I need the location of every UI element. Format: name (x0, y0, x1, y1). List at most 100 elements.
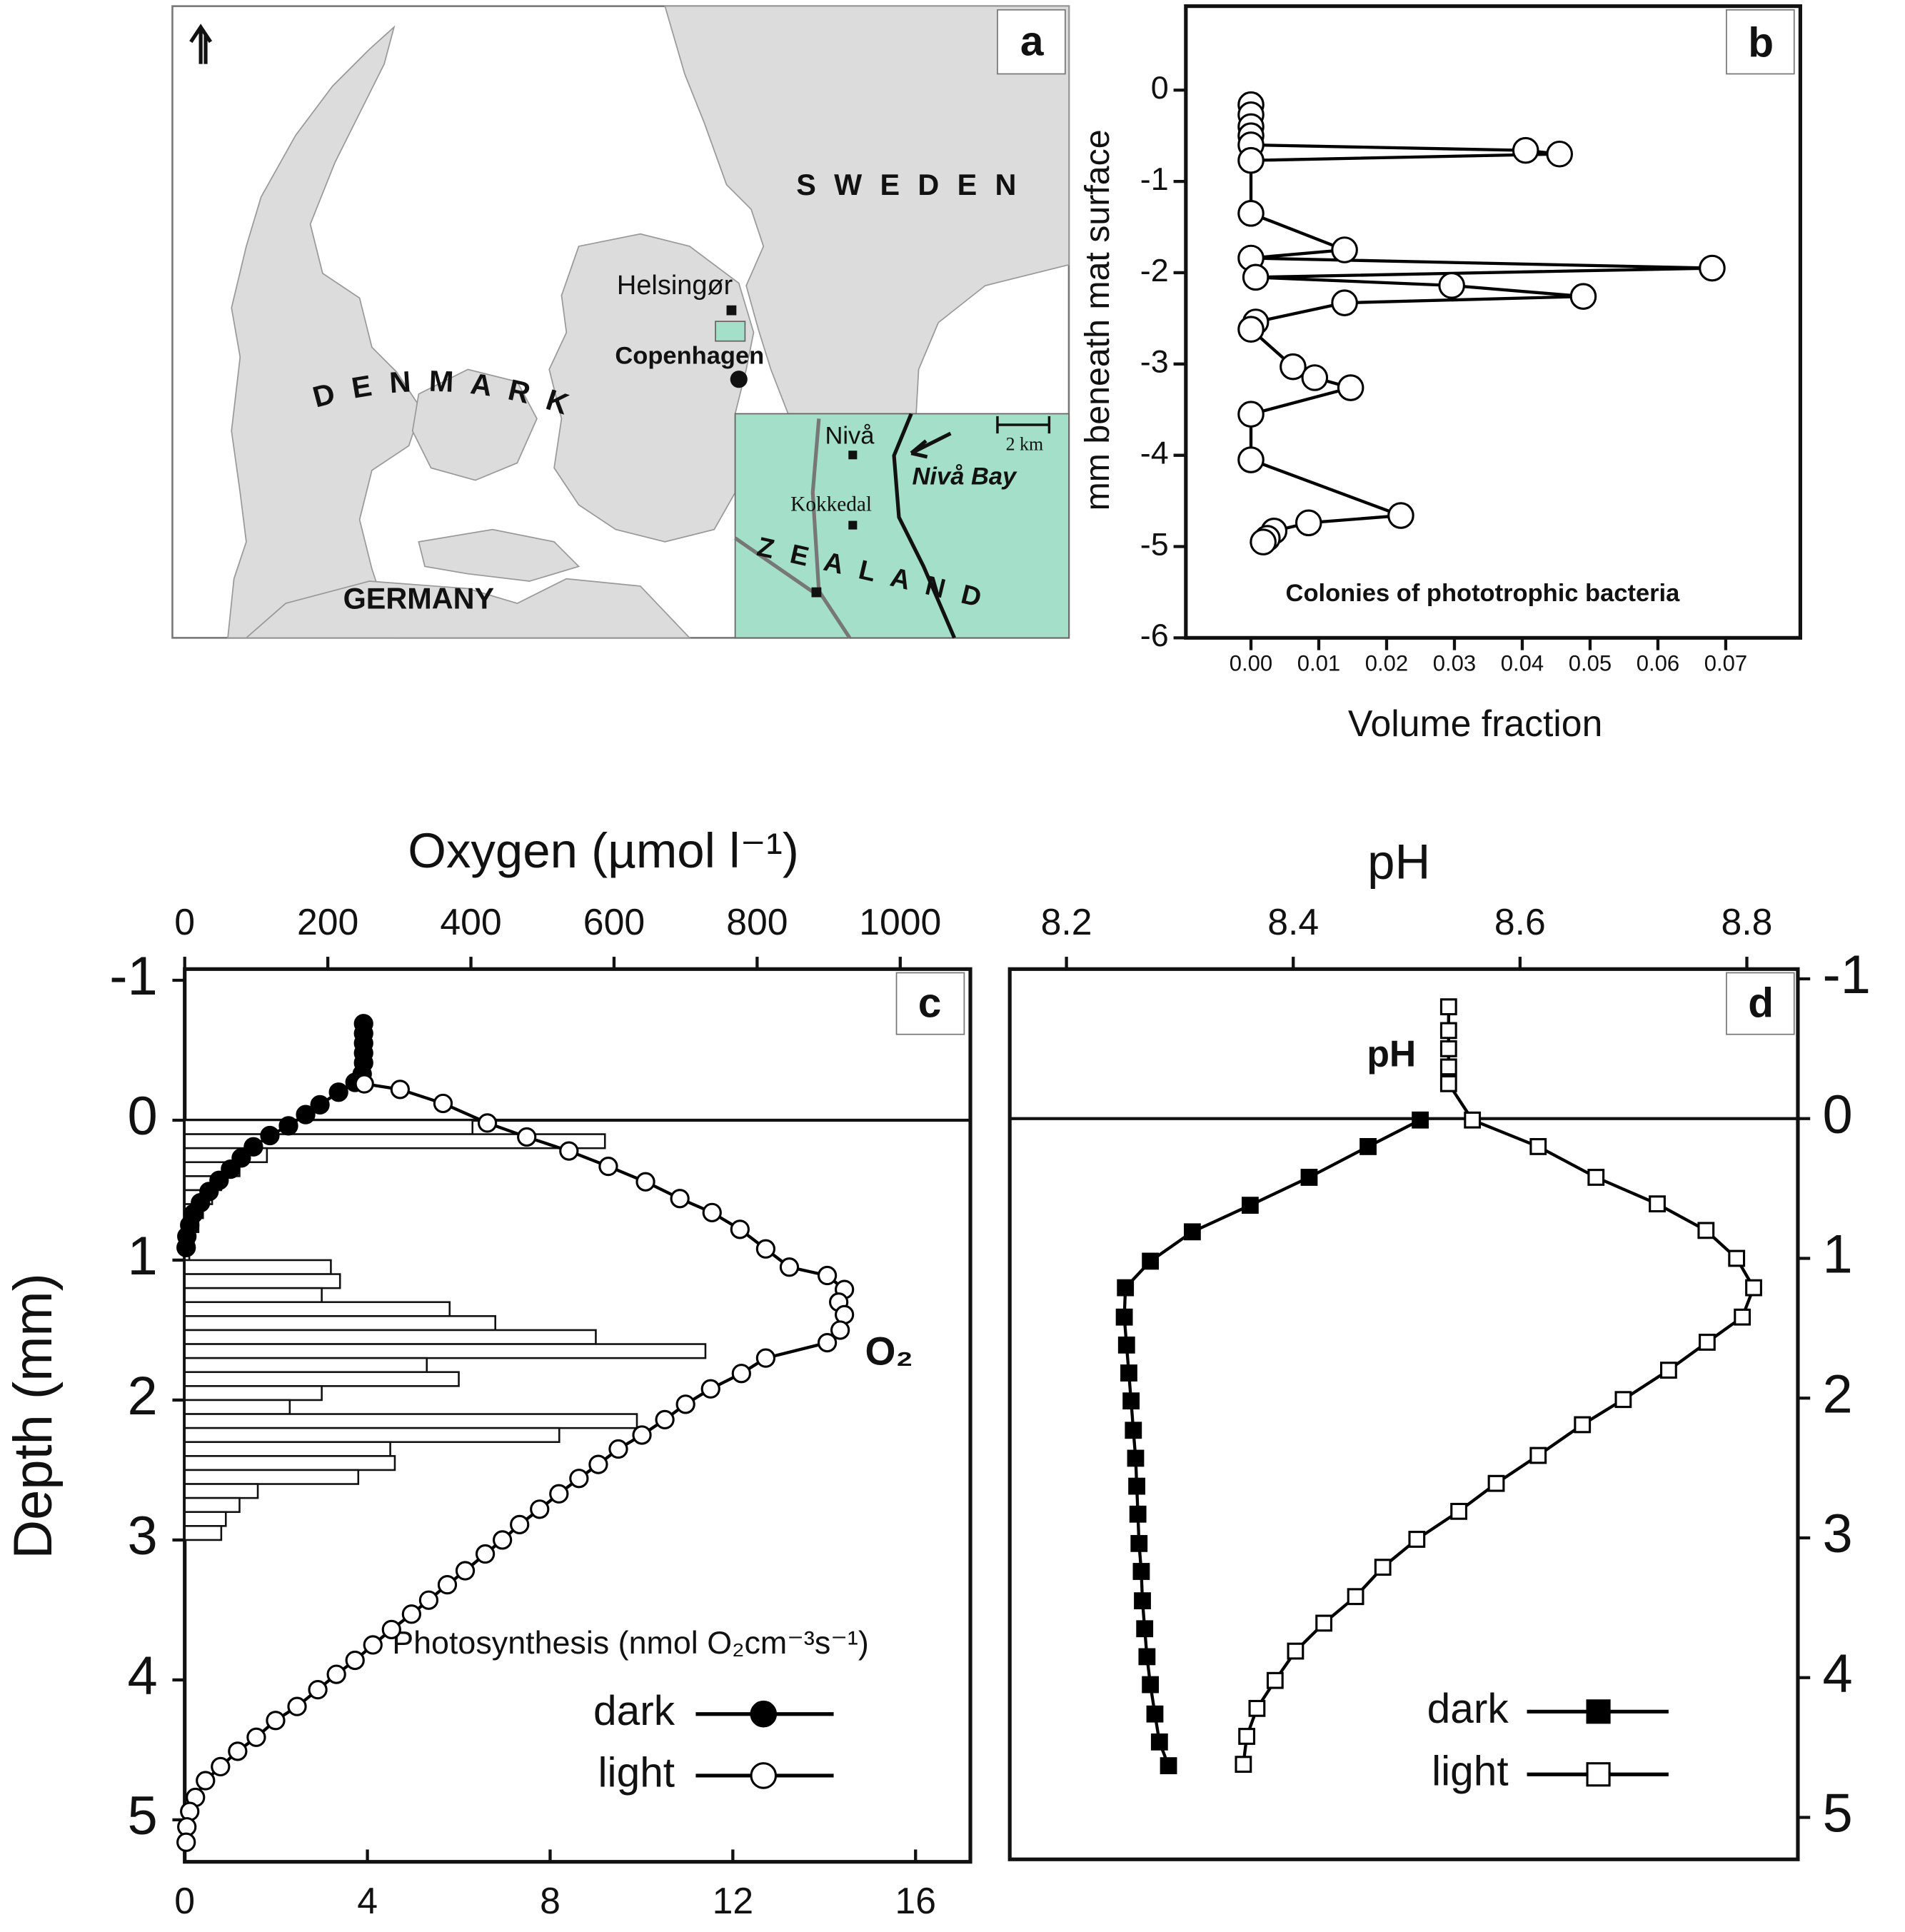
marker (308, 1680, 328, 1700)
marker (1614, 1391, 1632, 1409)
y-tick-label: -1 (1822, 945, 1870, 1005)
annotation: Colonies of phototrophic bacteria (1286, 580, 1681, 607)
marker (437, 1575, 458, 1595)
y-tick-label: 0 (1151, 69, 1169, 106)
y-tick-label: -1 (109, 946, 157, 1007)
marker (1287, 1642, 1305, 1660)
coastline (892, 413, 956, 639)
y-tick-label: 4 (128, 1646, 158, 1706)
bar (184, 1133, 606, 1149)
x-axis-label: Volume fraction (1348, 703, 1602, 744)
marker (1439, 1040, 1457, 1057)
bar (184, 1357, 428, 1374)
y-tick-label: -4 (1140, 435, 1169, 471)
y-tick-label: 3 (1822, 1504, 1852, 1564)
country-label: GERMANY (343, 583, 494, 615)
north-arrow (189, 24, 213, 64)
marker (817, 1265, 838, 1286)
x2-axis-label: Photosynthesis (nmol O₂cm⁻³s⁻¹) (392, 1624, 869, 1661)
marker (1438, 272, 1465, 299)
x-axis-label: Oxygen (µmol l⁻¹) (408, 823, 799, 878)
marker (266, 1711, 286, 1731)
legend-label: dark (593, 1688, 675, 1734)
marker (418, 1590, 439, 1610)
marker (1529, 1138, 1547, 1155)
x-axis-label: pH (1367, 835, 1430, 890)
bar (184, 1483, 259, 1499)
x2-tick-label: 12 (713, 1880, 754, 1921)
marker (1238, 1728, 1256, 1745)
marker (1745, 1279, 1762, 1297)
series-line (1249, 104, 1712, 543)
legend-marker (750, 1762, 778, 1789)
y-tick-label: -3 (1140, 343, 1169, 380)
land-jutland (227, 25, 422, 639)
marker (1142, 1252, 1160, 1270)
marker (1374, 1559, 1392, 1576)
marker (260, 1125, 280, 1146)
marker (1439, 1058, 1457, 1076)
x-tick-label: 400 (440, 901, 501, 942)
marker (287, 1696, 307, 1716)
marker (390, 1080, 410, 1100)
annotation: O₂ (865, 1329, 913, 1374)
marker (1237, 146, 1265, 174)
panel-label: b (1748, 19, 1774, 66)
marker (1569, 283, 1597, 310)
marker (1699, 254, 1726, 282)
marker (1295, 509, 1322, 537)
marker (196, 1771, 216, 1791)
bar (184, 1496, 241, 1514)
marker (1138, 1648, 1156, 1666)
marker (310, 1095, 330, 1115)
marker (1117, 1336, 1135, 1354)
marker (779, 1257, 800, 1277)
bar (184, 1301, 451, 1317)
marker (608, 1439, 628, 1459)
panel-label-box (1726, 972, 1795, 1035)
marker (559, 1141, 579, 1161)
series-line (184, 1082, 847, 1843)
legend-label: dark (1427, 1686, 1509, 1732)
y-tick-label: -5 (1140, 525, 1169, 562)
marker (1412, 1111, 1429, 1129)
marker (655, 1409, 675, 1430)
marker (1250, 528, 1277, 555)
y-tick-label: 2 (128, 1366, 158, 1427)
marker (176, 1237, 196, 1257)
marker (1512, 136, 1539, 164)
marker (1387, 502, 1414, 529)
marker (1237, 446, 1265, 473)
marker (632, 1425, 652, 1445)
land-zealand (548, 233, 755, 543)
x-tick-label: 0.07 (1704, 651, 1747, 676)
panel-label-box (895, 972, 965, 1035)
town-marker (848, 520, 858, 530)
marker (401, 1604, 421, 1624)
x-tick-label: 0.02 (1365, 651, 1408, 676)
marker (569, 1469, 589, 1489)
marker (1487, 1474, 1505, 1492)
annotation: pH (1367, 1032, 1416, 1074)
marker (700, 1379, 720, 1399)
marker (246, 1727, 266, 1747)
marker (455, 1561, 476, 1581)
x-tick-label: 0.00 (1230, 651, 1272, 676)
marker (675, 1394, 695, 1414)
y-tick-label: -2 (1140, 252, 1169, 288)
marker (731, 1364, 751, 1384)
marker (1529, 1447, 1547, 1464)
marker (670, 1189, 690, 1209)
panel-label-box (1726, 9, 1795, 75)
marker (730, 1219, 750, 1239)
map-panel: a S W E D E N D E N M A R K GERMANY Z E … (171, 5, 1070, 639)
marker (1125, 1422, 1142, 1439)
marker (1183, 1223, 1201, 1241)
country-label: S W E D E N (796, 168, 1021, 201)
marker (1237, 200, 1265, 227)
town-marker (726, 305, 737, 316)
bar (184, 1315, 496, 1332)
marker (1146, 1705, 1164, 1723)
marker (354, 1074, 374, 1094)
marker (1546, 140, 1573, 168)
